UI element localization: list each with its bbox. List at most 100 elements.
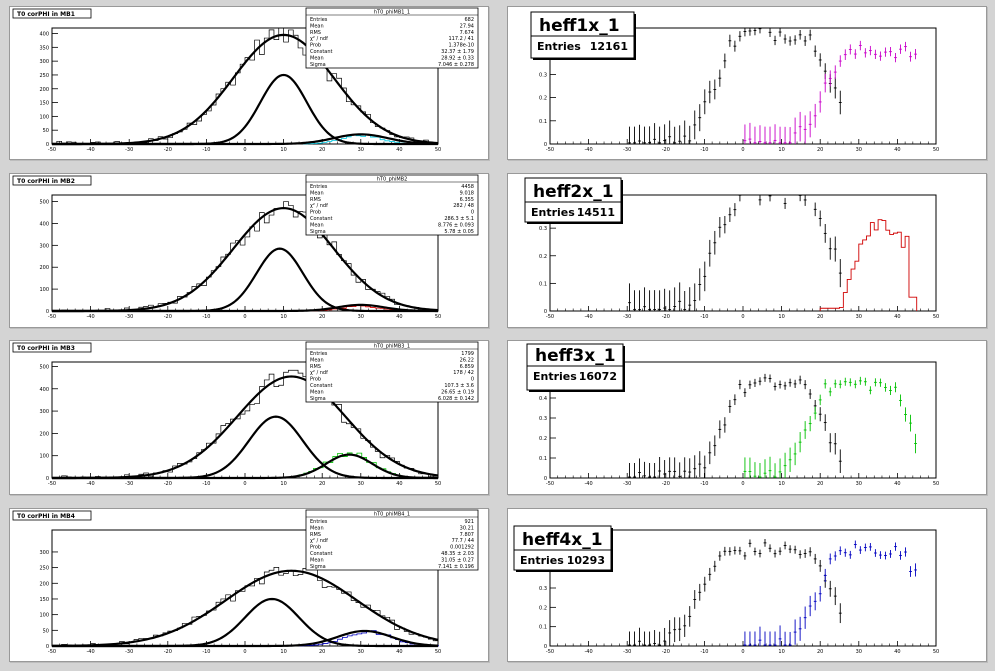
y-tick-label: 150: [39, 597, 49, 603]
x-tick-label: 10: [778, 481, 784, 487]
fit-curve: [52, 629, 439, 648]
y-tick-label: 400: [39, 387, 49, 393]
x-tick-label: -20: [662, 147, 670, 153]
title-box: T0 corPHI in MB2: [12, 175, 92, 186]
y-tick-label: 100: [39, 114, 49, 120]
stats-value: 9.018: [460, 190, 474, 196]
x-tick-label: -50: [546, 147, 554, 153]
stats-key: Constant: [310, 216, 333, 222]
entries-frame: [530, 11, 635, 59]
x-tick-label: -30: [623, 147, 631, 153]
x-tick-label: -10: [202, 649, 210, 655]
stats-key: Prob: [310, 210, 321, 216]
histogram-panel-mb1: -50 -40 -30 -20 -10 0 10 20 30 40 50 0 50 100 150 200 25…: [12, 7, 479, 153]
stats-key: Constant: [310, 383, 333, 389]
x-tick-label: 20: [319, 481, 325, 487]
x-tick-label: 20: [319, 314, 325, 320]
stats-key: Mean: [310, 357, 324, 363]
entries-frame: [513, 525, 612, 571]
x-tick-label: 30: [856, 314, 862, 320]
stats-key: RMS: [310, 197, 321, 203]
x-tick-label: 40: [396, 147, 402, 153]
y-tick-label: 350: [39, 45, 49, 51]
x-tick-label: -10: [202, 481, 210, 487]
stats-value: 31.05 ± 0.27: [441, 557, 474, 563]
y-tick-label: 300: [39, 550, 49, 556]
x-tick-label: 10: [280, 314, 286, 320]
x-tick-label: -50: [48, 481, 56, 487]
colored-histogram: [819, 219, 918, 311]
stats-value: 7.807: [460, 532, 474, 538]
x-tick-label: 10: [778, 314, 784, 320]
y-tick-label: 50: [43, 628, 49, 634]
stats-name: hT0_phiMB1_1: [374, 10, 410, 16]
stats-key: Mean: [310, 525, 324, 531]
x-tick-label: -20: [662, 649, 670, 655]
x-tick-label: 40: [894, 147, 900, 153]
x-tick-label: -10: [202, 314, 210, 320]
stats-value: 5.78 ± 0.05: [444, 229, 474, 235]
stats-box: hT0_phiMB2 Entries 4458 Mean 9.018 RMS 6.355 χ²…: [305, 174, 479, 236]
histogram-title: T0 corPHI in MB2: [17, 178, 75, 185]
x-tick-label: 10: [280, 147, 286, 153]
stats-key: Sigma: [310, 62, 326, 68]
y-tick-label: 200: [39, 581, 49, 587]
y-tick-label: 300: [39, 243, 49, 249]
histogram-title: T0 corPHI in MB4: [17, 513, 75, 520]
stats-key: Mean: [310, 389, 324, 395]
stats-value: 32.37 ± 1.79: [441, 49, 474, 55]
y-tick-label: 0.1: [539, 625, 547, 631]
x-tick-label: 40: [894, 649, 900, 655]
entries-box: heff2x_1 Entries 14511: [524, 177, 623, 224]
stats-value: 7.141 ± 0.196: [438, 564, 474, 570]
stats-key: Mean: [310, 190, 324, 196]
title-frame: [12, 8, 92, 19]
stats-value: 0.001292: [450, 545, 474, 551]
x-tick-label: -40: [87, 481, 95, 487]
stats-frame: [305, 341, 479, 403]
x-tick-label: -30: [125, 481, 133, 487]
x-tick-label: 0: [243, 481, 246, 487]
stats-name: hT0_phiMB2: [377, 177, 408, 183]
x-tick-label: 0: [243, 147, 246, 153]
stats-key: Entries: [310, 17, 328, 23]
stats-value: 286.3 ± 5.1: [444, 216, 474, 222]
stats-frame: [305, 509, 479, 571]
x-tick-label: -40: [87, 649, 95, 655]
x-tick-label: 50: [435, 147, 441, 153]
x-tick-label: 50: [435, 649, 441, 655]
stats-key: χ² / ndf: [310, 538, 328, 544]
x-tick-label: -40: [585, 481, 593, 487]
efficiency-title: heff4x_1: [522, 530, 603, 550]
entries-frame: [526, 343, 624, 391]
x-tick-label: 10: [778, 147, 784, 153]
stats-key: Sigma: [310, 564, 326, 570]
y-tick-label: 100: [39, 454, 49, 460]
x-tick-label: 30: [856, 481, 862, 487]
stats-box: hT0_phiMB3_1 Entries 1799 Mean 26.22 RMS 6.859…: [305, 341, 479, 403]
x-tick-label: -30: [125, 314, 133, 320]
y-tick-label: 50: [43, 128, 49, 134]
histogram-title: T0 corPHI in MB1: [17, 11, 75, 18]
x-tick-label: 30: [358, 481, 364, 487]
fit-curve: [52, 133, 439, 146]
stats-value: 6.859: [460, 364, 474, 370]
x-tick-label: -20: [164, 147, 172, 153]
histogram-panel-mb4: -50 -40 -30 -20 -10 0 10 20 30 40 50 0 50 100 150 200 25…: [12, 509, 479, 655]
stats-value: 4458: [461, 184, 474, 190]
x-tick-label: -20: [164, 649, 172, 655]
x-tick-label: -40: [585, 147, 593, 153]
x-tick-label: 50: [435, 481, 441, 487]
entries-frame: [524, 177, 622, 223]
stats-key: Mean: [310, 222, 324, 228]
stats-value: 682: [464, 17, 474, 23]
stats-key: Prob: [310, 377, 321, 383]
stats-value: 7.674: [460, 30, 474, 36]
stats-value: 921: [464, 519, 474, 525]
efficiency-panel-3: -50-40-30-20-100102030405000.10.20.30.40…: [526, 343, 939, 487]
x-tick-label: -20: [662, 314, 670, 320]
x-tick-label: 40: [894, 314, 900, 320]
y-tick-label: 300: [39, 59, 49, 65]
stats-key: Prob: [310, 43, 321, 49]
